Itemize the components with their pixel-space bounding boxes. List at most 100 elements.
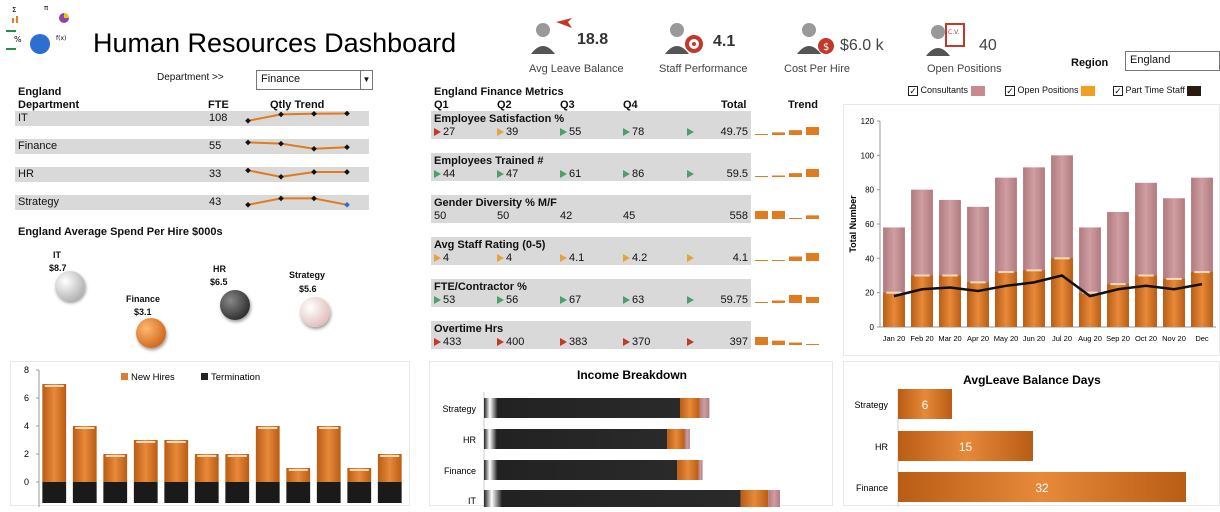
flag-icon: [623, 338, 630, 347]
flag-icon: [497, 254, 504, 263]
y-tick-label: 80: [865, 186, 874, 195]
metrics-col-q3: Q3: [560, 99, 575, 111]
flag-icon: [434, 338, 441, 347]
income-title: Income Breakdown: [577, 368, 687, 382]
svg-text:$: $: [823, 42, 829, 53]
bar-part-time: [1051, 258, 1073, 327]
trend-bar: [772, 132, 785, 135]
bar-new-hires: [347, 468, 372, 482]
flag-icon: [497, 128, 504, 137]
legend-new-hires-swatch: [121, 373, 128, 380]
metric-cell: 50: [434, 210, 494, 222]
category-label: Strategy: [854, 400, 888, 410]
bar-highlight: [166, 441, 186, 443]
sparkline-point: [245, 139, 251, 146]
metric-total-cell: 59.5: [700, 168, 748, 180]
kpi-performance-label: Staff Performance: [659, 63, 748, 75]
metric-name: FTE/Contractor %: [434, 281, 527, 293]
spend-name: HR: [213, 264, 226, 274]
y-tick-label: 6: [24, 393, 29, 403]
bar-highlight: [1194, 271, 1210, 274]
bar-highlight: [886, 291, 902, 294]
fte-col-trend: Qtly Trend: [270, 99, 325, 111]
flag-icon: [687, 338, 694, 347]
bar-termination: [194, 482, 219, 503]
bar-new-hires: [133, 440, 158, 482]
bar-overtime: [680, 398, 700, 418]
region-select[interactable]: England: [1125, 51, 1220, 71]
bar-highlight: [970, 281, 986, 284]
bar-highlight: [105, 455, 125, 457]
metric-cell: 4.1: [560, 252, 620, 264]
metric-value: 383: [569, 336, 588, 348]
y-tick-label: 60: [865, 220, 874, 229]
metrics-col-total: Total: [721, 99, 747, 111]
metric-cell: 45: [623, 210, 683, 222]
spend-value: $8.7: [49, 263, 67, 273]
bar-part-time: [911, 275, 933, 327]
fte-row-name: IT: [18, 112, 28, 124]
fte-heading: England: [18, 86, 62, 98]
metric-value: 50: [434, 210, 447, 222]
bar-highlight: [44, 385, 64, 387]
flag-icon: [434, 254, 441, 263]
checkbox-consultants[interactable]: ✓: [908, 85, 918, 96]
category-label: HR: [875, 442, 888, 452]
swatch-consultants: [970, 85, 985, 96]
table-row: [431, 237, 751, 265]
metric-value: 63: [632, 294, 645, 306]
bar-new-hires: [255, 426, 280, 482]
svg-text:Σ: Σ: [12, 6, 16, 14]
metric-value: 433: [443, 336, 462, 348]
metric-cell: 4.2: [623, 252, 683, 264]
kpi-performance: [662, 14, 708, 61]
metric-total: 397: [729, 336, 748, 348]
department-label: Department >>: [157, 72, 224, 83]
metric-value: 4.1: [569, 252, 585, 264]
metrics-title: England Finance Metrics: [434, 86, 564, 98]
metric-value: 42: [560, 210, 573, 222]
x-tick-label: May 20: [994, 334, 1019, 343]
bar-highlight: [1166, 277, 1182, 280]
bar-highlight: [1110, 283, 1126, 286]
flag-icon: [560, 338, 567, 347]
trend-bar: [789, 342, 802, 345]
bar-value-label: 6: [922, 398, 929, 412]
metric-total-cell: 59.75: [700, 294, 748, 306]
metric-cell: 370: [623, 336, 683, 348]
flag-icon: [497, 170, 504, 179]
metrics-col-q2: Q2: [497, 99, 512, 111]
table-row: [431, 153, 751, 181]
chevron-down-icon[interactable]: ▼: [360, 71, 372, 89]
legend-consultants[interactable]: ✓ Consultants: [908, 85, 985, 96]
flag-icon: [497, 338, 504, 347]
legend-open[interactable]: ✓ Open Positions: [1005, 85, 1096, 96]
department-select[interactable]: Finance ▼: [256, 70, 373, 90]
monthly-chart-panel: 0 20 40 60 80 100 120 Total Number Jan 20 Feb 20 M…: [843, 104, 1220, 356]
flag-icon: [623, 296, 630, 305]
legend-open-label: Open Positions: [1017, 85, 1079, 95]
bar-part-time: [1163, 278, 1185, 327]
spend-name: IT: [53, 250, 61, 260]
bar-part-time: [967, 282, 989, 327]
trend-bar: [755, 337, 768, 345]
legend-part[interactable]: ✓ Part Time Staff: [1113, 85, 1202, 96]
metric-value: 400: [506, 336, 525, 348]
sparkline-line: [247, 169, 347, 178]
fte-row-value: 43: [209, 196, 222, 208]
kpi-performance-value: 4.1: [713, 33, 736, 50]
logo: Σ π % f(x): [4, 2, 74, 62]
bar-part-time: [1135, 275, 1157, 327]
flag-icon: [623, 170, 630, 179]
bar-termination: [377, 482, 402, 503]
x-tick-label: Aug 20: [1078, 334, 1102, 343]
trend-bar: [806, 297, 819, 303]
flag-icon: [434, 296, 441, 305]
metric-total: 59.75: [720, 294, 748, 306]
checkbox-part[interactable]: ✓: [1113, 85, 1123, 96]
flag-icon: [434, 170, 441, 179]
metric-value: 4: [443, 252, 450, 264]
checkbox-open[interactable]: ✓: [1005, 85, 1015, 96]
y-tick-label: 0: [24, 477, 29, 487]
trend-bar: [806, 253, 819, 261]
